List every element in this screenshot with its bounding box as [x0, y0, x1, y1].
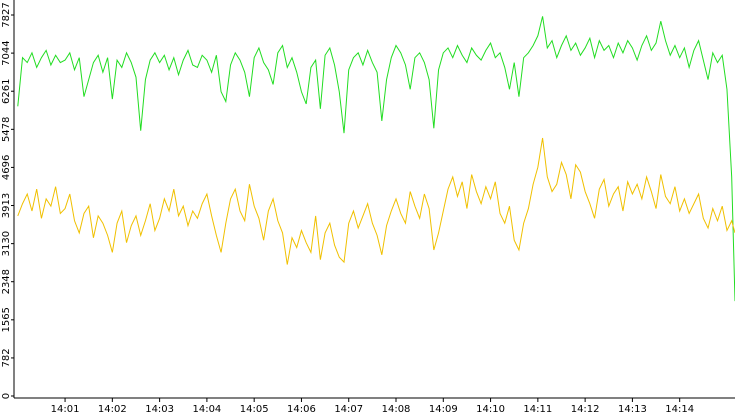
data-line — [17, 16, 735, 302]
x-tick-label: 14:04 — [192, 404, 221, 415]
x-tick-label: 14:01 — [51, 404, 80, 415]
x-tick-label: 14:13 — [618, 404, 647, 415]
y-tick-label: 4696 — [1, 155, 12, 180]
x-tick-label: 14:10 — [476, 404, 505, 415]
y-tick-label: 0 — [1, 393, 12, 399]
x-tick-label: 14:14 — [665, 404, 694, 415]
y-tick-label: 782 — [1, 348, 12, 367]
y-tick-label: 5478 — [1, 117, 12, 142]
x-tick-label: 14:07 — [334, 404, 363, 415]
x-tick-label: 14:02 — [98, 404, 127, 415]
x-tick-label: 14:03 — [145, 404, 174, 415]
y-tick-label: 7044 — [1, 40, 12, 65]
y-tick-label: 2348 — [1, 269, 12, 294]
x-tick-label: 14:06 — [287, 404, 316, 415]
x-tick-label: 14:12 — [571, 404, 600, 415]
y-tick-label: 6261 — [1, 78, 12, 103]
y-tick-label: 3913 — [1, 193, 12, 218]
y-tick-label: 1565 — [1, 307, 12, 332]
data-line — [17, 137, 735, 265]
x-tick-label: 14:08 — [382, 404, 411, 415]
y-tick-label: 7827 — [1, 2, 12, 27]
y-tick-label: 3130 — [1, 231, 12, 256]
x-tick-label: 14:05 — [240, 404, 269, 415]
x-tick-label: 14:11 — [523, 404, 552, 415]
x-tick-label: 14:09 — [429, 404, 458, 415]
